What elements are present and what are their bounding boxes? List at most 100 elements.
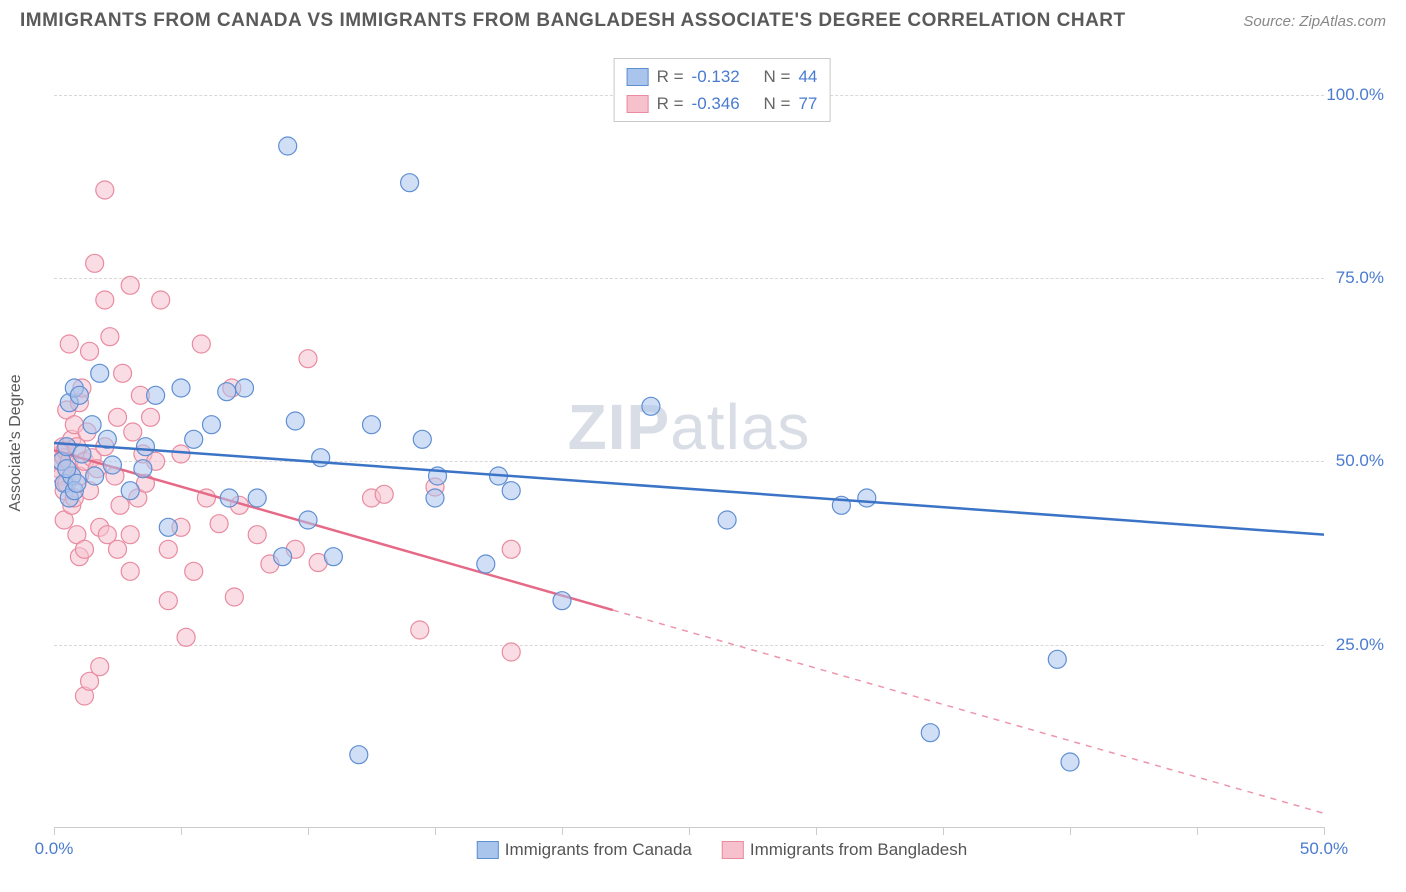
canada-point	[858, 489, 876, 507]
bangladesh-point	[411, 621, 429, 639]
canada-point	[286, 412, 304, 430]
bangladesh-point	[248, 526, 266, 544]
bangladesh-trendline-extrapolated	[613, 610, 1324, 813]
bangladesh-point	[152, 291, 170, 309]
n-value: 77	[798, 90, 817, 117]
legend-swatch-bangladesh	[722, 841, 744, 859]
canada-point	[218, 383, 236, 401]
bangladesh-point	[91, 658, 109, 676]
n-value: 44	[798, 63, 817, 90]
canada-point	[279, 137, 297, 155]
x-tick	[816, 827, 817, 835]
x-tick	[943, 827, 944, 835]
x-tick	[562, 827, 563, 835]
canada-point	[642, 397, 660, 415]
bangladesh-point	[101, 328, 119, 346]
r-value: -0.346	[692, 90, 756, 117]
legend-item-canada: Immigrants from Canada	[477, 840, 692, 860]
x-tick	[1324, 827, 1325, 835]
r-label: R =	[657, 90, 684, 117]
bangladesh-point	[142, 408, 160, 426]
bangladesh-point	[172, 445, 190, 463]
chart-header: IMMIGRANTS FROM CANADA VS IMMIGRANTS FRO…	[0, 0, 1406, 38]
bangladesh-point	[502, 643, 520, 661]
x-tick-label: 50.0%	[1300, 839, 1348, 859]
x-tick-label: 0.0%	[35, 839, 74, 859]
x-tick	[1197, 827, 1198, 835]
canada-point	[172, 379, 190, 397]
y-axis-label: Associate's Degree	[7, 374, 25, 511]
bangladesh-point	[121, 562, 139, 580]
bangladesh-point	[185, 562, 203, 580]
n-label: N =	[764, 63, 791, 90]
bangladesh-point	[192, 335, 210, 353]
x-tick	[1070, 827, 1071, 835]
canada-point	[718, 511, 736, 529]
stats-swatch	[627, 95, 649, 113]
canada-point	[299, 511, 317, 529]
source-attribution: Source: ZipAtlas.com	[1243, 13, 1386, 30]
x-tick	[435, 827, 436, 835]
stats-legend-row: R = -0.132N = 44	[627, 63, 818, 90]
source-name: ZipAtlas.com	[1299, 13, 1386, 30]
canada-point	[426, 489, 444, 507]
bangladesh-point	[159, 592, 177, 610]
canada-point	[91, 364, 109, 382]
x-tick	[54, 827, 55, 835]
bangladesh-point	[299, 350, 317, 368]
x-tick	[181, 827, 182, 835]
n-label: N =	[764, 90, 791, 117]
legend-label-bangladesh: Immigrants from Bangladesh	[750, 840, 967, 860]
y-tick-label: 100.0%	[1326, 85, 1384, 105]
bangladesh-point	[121, 276, 139, 294]
stats-swatch	[627, 68, 649, 86]
canada-point	[312, 449, 330, 467]
canada-point	[147, 386, 165, 404]
canada-point	[185, 430, 203, 448]
canada-point	[70, 386, 88, 404]
canada-point	[236, 379, 254, 397]
x-tick	[689, 827, 690, 835]
bangladesh-point	[96, 291, 114, 309]
canada-point	[86, 467, 104, 485]
canada-point	[502, 482, 520, 500]
canada-point	[121, 482, 139, 500]
canada-point	[350, 746, 368, 764]
canada-point	[103, 456, 121, 474]
x-tick	[308, 827, 309, 835]
canada-point	[134, 460, 152, 478]
canada-point	[921, 724, 939, 742]
y-tick-label: 50.0%	[1336, 451, 1384, 471]
bangladesh-point	[159, 540, 177, 558]
bangladesh-point	[210, 515, 228, 533]
canada-point	[159, 518, 177, 536]
canada-point	[324, 548, 342, 566]
bangladesh-point	[225, 588, 243, 606]
canada-point	[363, 416, 381, 434]
canada-point	[1048, 650, 1066, 668]
canada-point	[68, 474, 86, 492]
stats-legend: R = -0.132N = 44R = -0.346 N = 77	[614, 58, 831, 122]
bangladesh-point	[177, 628, 195, 646]
y-tick-label: 25.0%	[1336, 635, 1384, 655]
canada-point	[477, 555, 495, 573]
legend-item-bangladesh: Immigrants from Bangladesh	[722, 840, 967, 860]
legend-label-canada: Immigrants from Canada	[505, 840, 692, 860]
chart-container: Associate's Degree ZIPatlas 25.0%50.0%75…	[54, 58, 1390, 828]
source-prefix: Source:	[1243, 13, 1299, 30]
canada-point	[401, 174, 419, 192]
bangladesh-point	[114, 364, 132, 382]
canada-trendline	[54, 443, 1324, 535]
bangladesh-point	[75, 540, 93, 558]
canada-point	[274, 548, 292, 566]
canada-point	[202, 416, 220, 434]
canada-point	[1061, 753, 1079, 771]
bangladesh-point	[96, 181, 114, 199]
y-tick-label: 75.0%	[1336, 268, 1384, 288]
canada-point	[413, 430, 431, 448]
plot-svg	[54, 58, 1324, 828]
bangladesh-point	[121, 526, 139, 544]
bangladesh-point	[109, 540, 127, 558]
canada-point	[248, 489, 266, 507]
canada-point	[73, 445, 91, 463]
